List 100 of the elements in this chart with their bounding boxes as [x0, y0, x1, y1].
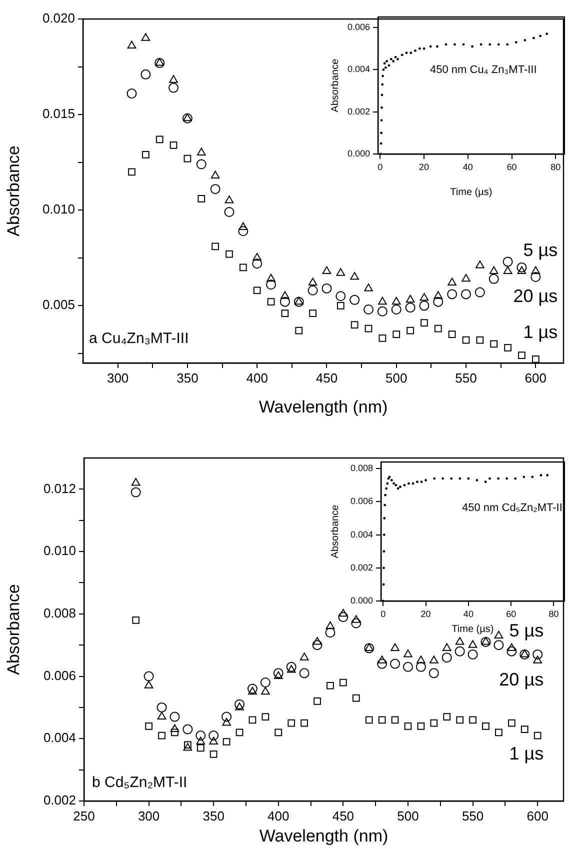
point [507, 643, 516, 651]
point [494, 640, 504, 650]
x-tick-label: 350 [176, 370, 198, 386]
point [433, 296, 444, 307]
point [196, 736, 206, 745]
y-tick-label: 0.006 [347, 22, 370, 32]
x-tick-label: 80 [548, 608, 559, 619]
point [326, 682, 334, 690]
x-tick-label: 80 [550, 162, 561, 172]
point [377, 306, 388, 316]
point [532, 355, 540, 363]
point [157, 712, 166, 720]
point [392, 330, 400, 338]
point [325, 628, 336, 638]
point [234, 699, 245, 710]
x-tick-label: 300 [138, 808, 160, 824]
y-tick-label: 0.004 [347, 64, 370, 74]
point [252, 258, 262, 269]
point [144, 680, 154, 688]
point [392, 296, 401, 305]
point [489, 266, 498, 274]
point [443, 713, 451, 720]
point [266, 280, 276, 290]
y-tick-label: 0.000 [350, 595, 373, 606]
point [350, 294, 360, 305]
x-axis-title: Wavelength (nm) [258, 397, 388, 416]
series-label: 20 µs [513, 286, 558, 306]
point [350, 321, 358, 328]
y-tick-label: 0.006 [350, 496, 373, 506]
point [281, 310, 289, 317]
y-tick-label: 0.010 [43, 543, 76, 558]
point [145, 722, 152, 730]
y-tick-label: 0.008 [43, 605, 76, 620]
point [312, 636, 322, 645]
point [495, 728, 502, 736]
point [488, 274, 499, 284]
point [530, 272, 541, 282]
point [286, 662, 296, 672]
point [128, 168, 136, 176]
point [391, 716, 399, 724]
point [442, 643, 452, 651]
point [434, 324, 442, 332]
point [462, 274, 470, 282]
point [364, 643, 374, 651]
point [309, 310, 316, 317]
point [322, 266, 332, 274]
y-tick-label: 0.004 [350, 529, 373, 540]
point [434, 291, 443, 299]
x-tick-label: 0 [380, 608, 386, 619]
point [338, 608, 348, 617]
point [533, 656, 542, 664]
point [326, 621, 335, 630]
point [406, 326, 414, 334]
point [476, 336, 484, 344]
point [280, 291, 290, 299]
annotation: 450 nm Cd₅Zn₂MT-II [462, 502, 562, 514]
point [364, 324, 372, 332]
y-tick-label: 0.004 [43, 730, 76, 746]
point [196, 148, 206, 156]
x-tick-label: 20 [419, 162, 430, 172]
y-tick-label: 0.012 [43, 480, 76, 496]
point [170, 724, 180, 732]
x-tick-label: 350 [202, 808, 224, 824]
point [456, 716, 464, 724]
point [447, 289, 458, 300]
y-tick-label: 0.010 [42, 202, 75, 217]
point [253, 286, 261, 294]
point [494, 630, 504, 638]
point [168, 82, 179, 93]
y-tick-label: 0.015 [42, 106, 75, 122]
x-tick-label: 500 [386, 370, 408, 386]
point [226, 250, 233, 258]
point [476, 260, 484, 268]
point [141, 33, 150, 41]
series-label: 5 µs [523, 240, 558, 260]
point [239, 264, 247, 272]
point [462, 336, 470, 344]
point [406, 294, 415, 303]
y-axis-title: Absorbance [330, 58, 341, 112]
series-label: 1 µs [509, 743, 544, 764]
point [131, 478, 140, 486]
point [158, 732, 166, 740]
x-tick-label: 450 [316, 370, 338, 386]
point [235, 702, 244, 710]
point [300, 652, 309, 660]
point [130, 487, 141, 498]
x-tick-label: 60 [506, 608, 516, 619]
y-axis-title: Absorbance [4, 584, 23, 675]
annotation: a Cu₄Zn₃MT-III [89, 330, 189, 348]
point [378, 334, 386, 342]
point [474, 287, 485, 298]
x-tick-label: 40 [463, 608, 474, 619]
point [364, 283, 373, 292]
x-tick-label: 300 [106, 370, 129, 386]
x-tick-label: 500 [397, 808, 419, 824]
point [170, 141, 178, 149]
point [196, 730, 206, 741]
point [170, 712, 180, 722]
point [238, 222, 248, 230]
x-tick-label: 550 [455, 370, 477, 386]
